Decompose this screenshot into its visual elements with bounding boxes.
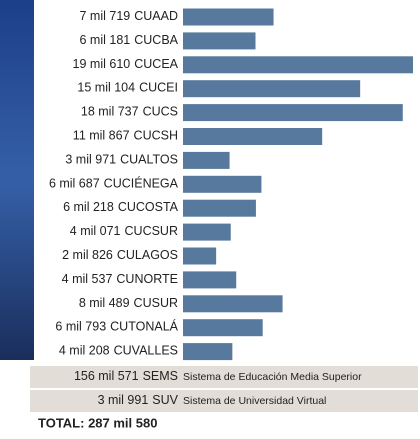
bar (183, 176, 261, 193)
bar (183, 248, 216, 265)
bar-label: 8 mil 489 CUSUR (79, 296, 178, 310)
value-label: 4 mil 537 (62, 272, 113, 286)
category-label: CUALTOS (120, 153, 178, 167)
value-label: 18 mil 737 (81, 105, 139, 119)
category-label: CUVALLES (114, 344, 178, 358)
bar-label: 6 mil 687 CUCIÉNEGA (49, 176, 179, 191)
value-label: 6 mil 687 (49, 177, 100, 191)
category-label: CUCIÉNEGA (104, 176, 179, 191)
bar (183, 224, 231, 241)
bar-label: 2 mil 826 CULAGOS (62, 248, 178, 262)
extra-description: Sistema de Universidad Virtual (183, 395, 326, 407)
value-label: 4 mil 208 (59, 344, 110, 358)
bar-label: 4 mil 208 CUVALLES (59, 344, 178, 358)
value-label: 3 mil 971 (65, 153, 116, 167)
category-label: CUCBA (134, 33, 178, 47)
value-label: 8 mil 489 (79, 296, 130, 310)
value-label: 7 mil 719 (80, 9, 131, 23)
bar (183, 152, 230, 169)
category-label: CUCSUR (125, 224, 178, 238)
category-label: CUCOSTA (118, 200, 179, 214)
extra-description: Sistema de Educación Media Superior (183, 371, 362, 383)
bar (183, 9, 274, 26)
bar (183, 80, 360, 97)
category-label: CUAAD (134, 9, 178, 23)
bar-label: 6 mil 218 CUCOSTA (63, 200, 179, 214)
bar (183, 128, 322, 145)
category-label: SEMS (143, 369, 178, 383)
category-label: CUCEA (134, 57, 178, 71)
bar-label: 3 mil 971 CUALTOS (65, 153, 178, 167)
category-label: CULAGOS (117, 248, 178, 262)
value-label: 6 mil 181 (80, 33, 131, 47)
value-label: 19 mil 610 (73, 57, 131, 71)
bar (183, 343, 232, 360)
extra-label: 156 mil 571 SEMS (74, 369, 178, 383)
value-label: 6 mil 218 (63, 200, 114, 214)
bar-label: 4 mil 071 CUCSUR (70, 224, 178, 238)
value-label: 6 mil 793 (55, 320, 106, 334)
bar (183, 319, 263, 336)
value-label: 11 mil 867 (73, 129, 130, 143)
bar (183, 32, 255, 49)
category-label: SUV (152, 393, 178, 407)
value-label: 4 mil 071 (70, 224, 121, 238)
category-label: CUCEI (139, 81, 178, 95)
chart: TOTAL: 287 mil 580 7 mil 719CUAAD6 mil 1… (0, 0, 420, 434)
category-label: CUSUR (134, 296, 178, 310)
bar (183, 56, 413, 73)
bar-label: 11 mil 867 CUCSH (73, 129, 178, 143)
bar-label: 15 mil 104 CUCEI (77, 81, 178, 95)
value-label: 156 mil 571 (74, 369, 139, 383)
total: TOTAL: 287 mil 580 (38, 415, 157, 430)
bar (183, 104, 403, 121)
bar-label: 6 mil 793 CUTONALÁ (55, 319, 178, 334)
category-label: CUTONALÁ (110, 319, 179, 334)
category-label: CUNORTE (116, 272, 178, 286)
value-label: 2 mil 826 (62, 248, 113, 262)
bar (183, 200, 256, 217)
photo-strip (0, 0, 34, 360)
value-label: 3 mil 991 (98, 393, 149, 407)
value-label: 15 mil 104 (77, 81, 135, 95)
category-label: CUCS (143, 105, 178, 119)
bar (183, 295, 283, 312)
category-label: CUCSH (134, 129, 178, 143)
bar-label: 18 mil 737 CUCS (81, 105, 178, 119)
bar (183, 271, 236, 288)
